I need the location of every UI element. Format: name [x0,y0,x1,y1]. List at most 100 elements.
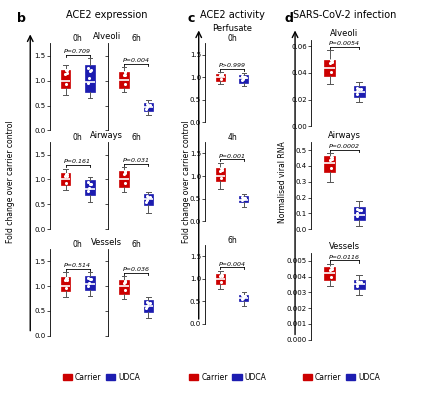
Point [121,287,128,293]
Point [88,276,95,282]
Point [121,180,128,186]
Point [64,70,70,76]
Point [328,266,335,273]
Point [217,168,224,174]
Point [143,196,150,203]
Point [146,194,153,200]
Point [217,72,224,79]
Point [328,154,335,160]
Point [327,165,334,171]
PathPatch shape [324,60,336,75]
PathPatch shape [239,295,248,301]
Point [218,71,225,77]
Point [219,167,226,173]
Point [239,296,246,303]
Point [146,299,153,306]
Point [353,85,360,91]
Point [85,65,92,71]
Point [357,278,364,285]
Point [218,165,225,171]
Point [354,210,361,216]
Point [143,199,150,205]
Text: Perfusate: Perfusate [212,24,252,33]
Text: P=0.709: P=0.709 [64,49,91,54]
PathPatch shape [86,181,95,196]
Point [121,81,128,87]
PathPatch shape [61,277,70,291]
Point [218,271,225,278]
PathPatch shape [239,75,248,83]
Point [86,276,93,282]
Point [85,184,92,191]
Point [353,278,360,284]
PathPatch shape [353,207,365,220]
Point [357,85,364,92]
Point [122,279,129,286]
Point [327,273,334,280]
Text: ACE2 activity: ACE2 activity [200,10,265,20]
Text: P=0.0054: P=0.0054 [329,41,360,46]
Text: P=0.004: P=0.004 [219,261,246,267]
Point [239,295,246,301]
Point [353,205,360,212]
PathPatch shape [353,280,365,289]
PathPatch shape [86,276,95,290]
PathPatch shape [61,70,70,88]
Point [217,273,224,280]
Title: 6h: 6h [131,133,141,142]
Point [85,80,92,87]
Point [356,207,362,213]
Point [62,277,69,283]
Point [64,276,70,283]
Point [122,71,129,78]
Point [63,284,70,291]
Point [120,72,127,79]
Point [242,73,249,80]
PathPatch shape [353,86,365,97]
Text: P=0.001: P=0.001 [219,154,246,158]
Title: 0h: 0h [73,240,83,249]
Point [218,165,225,171]
Title: 0h: 0h [227,34,237,43]
Text: P=0.0002: P=0.0002 [329,144,360,149]
Point [328,156,335,162]
Point [356,86,362,92]
Point [85,75,92,81]
Point [354,281,361,288]
Legend: Carrier, UDCA: Carrier, UDCA [186,370,270,385]
Title: 6h: 6h [227,236,237,245]
Point [86,181,93,187]
Text: P>0.999: P>0.999 [219,63,246,68]
Point [143,305,150,311]
Point [239,194,246,200]
Point [327,154,334,160]
Point [326,60,333,66]
Point [239,77,246,83]
Point [86,68,93,74]
Legend: Carrier, UDCA: Carrier, UDCA [60,370,143,385]
Point [85,275,92,281]
Text: ACE2 expression: ACE2 expression [66,10,148,20]
PathPatch shape [324,156,336,172]
Title: 4h: 4h [227,133,237,142]
Point [143,104,150,110]
Point [121,168,128,174]
Point [64,67,70,73]
PathPatch shape [86,65,95,92]
PathPatch shape [144,194,153,205]
Text: Normalised viral RNA: Normalised viral RNA [279,141,287,222]
Point [327,57,334,63]
Point [122,277,129,284]
Point [328,59,335,66]
Point [122,168,129,174]
Legend: Carrier, UDCA: Carrier, UDCA [299,370,383,385]
Point [241,293,248,299]
Point [146,102,153,108]
Text: Vessels: Vessels [329,242,360,251]
Point [218,271,225,278]
Point [218,278,225,285]
Point [122,69,129,75]
Point [143,298,150,305]
Text: P=0.161: P=0.161 [64,159,91,164]
Point [241,74,248,80]
